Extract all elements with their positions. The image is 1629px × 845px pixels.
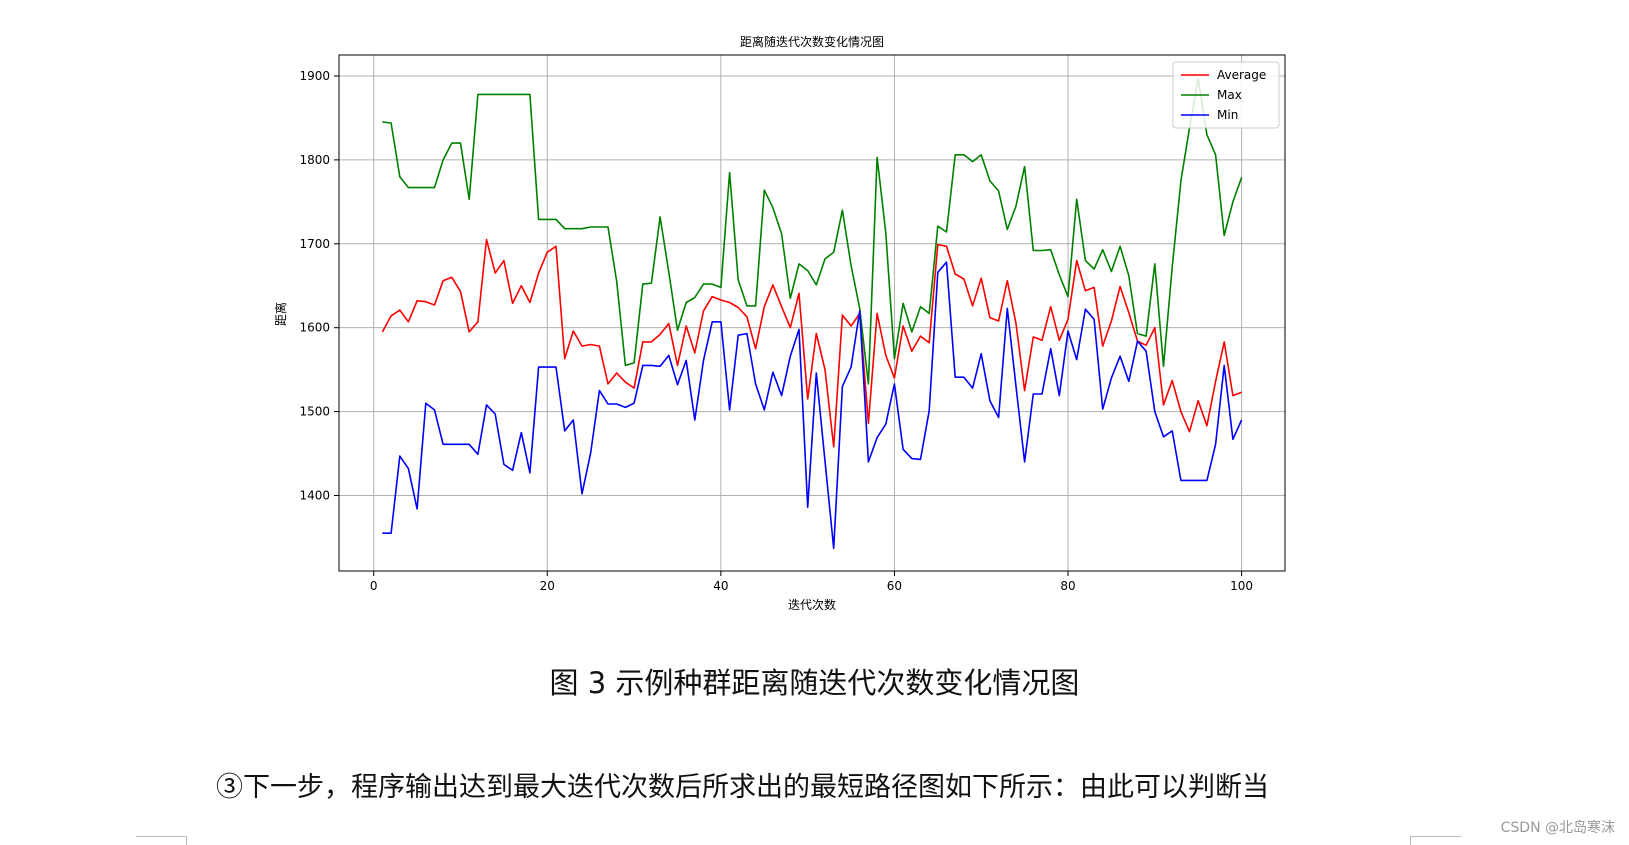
legend-label-average: Average (1217, 68, 1266, 82)
legend-label-min: Min (1217, 108, 1238, 122)
plot-background (339, 55, 1285, 571)
y-axis-label: 距离 (273, 302, 288, 326)
y-tick-label: 1500 (299, 405, 330, 419)
y-tick-label: 1400 (299, 488, 330, 502)
chart-legend: Average Max Min (1172, 61, 1280, 129)
x-tick-label: 0 (370, 579, 378, 593)
y-tick-label: 1900 (299, 69, 330, 83)
figure-caption: 图 3 示例种群距离随迭代次数变化情况图 (549, 666, 1080, 700)
watermark: CSDN @北岛寒沫 (1500, 820, 1615, 836)
x-tick-label: 100 (1230, 579, 1253, 593)
series-line-min (382, 261, 1243, 550)
chart-title: 距离随迭代次数变化情况图 (740, 34, 884, 49)
y-tick-label: 1700 (299, 237, 330, 251)
legend-box (1172, 61, 1280, 129)
body-paragraph: ③下一步，程序输出达到最大迭代次数后所求出的最短路径图如下所示：由此可以判断当 (216, 772, 1269, 803)
series-line-average (381, 238, 1242, 448)
page-corner-mark-left (136, 836, 187, 845)
page-corner-mark-right (1410, 836, 1461, 845)
plot-area: 0 20 40 60 80 100 1400 1500 1600 1700 1800 1900 (299, 54, 1286, 593)
x-axis-label: 迭代次数 (788, 597, 836, 612)
series-line-max (382, 77, 1243, 385)
x-tick-label: 80 (1060, 579, 1075, 593)
x-tick-label: 60 (887, 579, 902, 593)
legend-label-max: Max (1217, 88, 1242, 102)
plot-frame (338, 54, 1286, 572)
x-tick-label: 40 (713, 579, 728, 593)
x-tick-label: 20 (540, 579, 555, 593)
y-tick-label: 1600 (299, 321, 330, 335)
y-tick-label: 1800 (299, 153, 330, 167)
